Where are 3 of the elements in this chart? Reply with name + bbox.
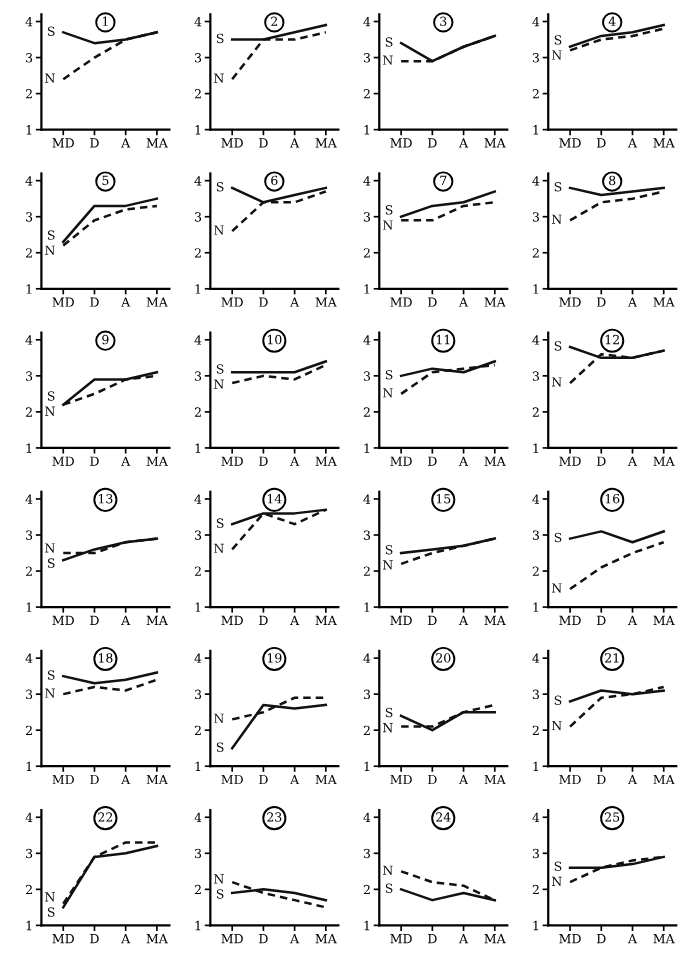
line-series: [568, 540, 665, 591]
line-series: [62, 678, 159, 696]
line-series: [230, 880, 328, 909]
